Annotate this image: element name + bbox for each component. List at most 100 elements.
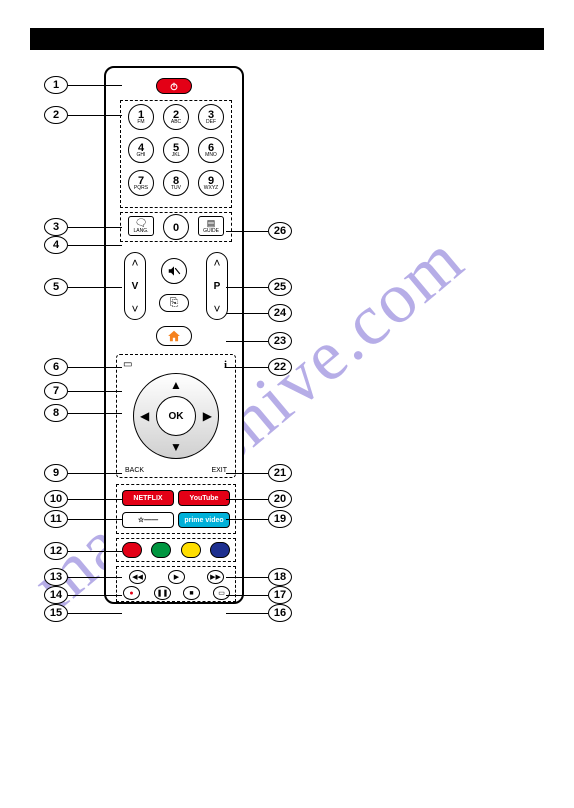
callout-8: 8 xyxy=(44,404,68,422)
callout-12: 12 xyxy=(44,542,68,560)
left-arrow-icon[interactable]: ◀ xyxy=(140,409,149,423)
playback-panel: ◀◀ ▶ ▶▶ ● ❚❚ ■ ▭ xyxy=(116,566,236,602)
home-button[interactable] xyxy=(156,326,192,346)
prime-label: prime video xyxy=(184,517,223,524)
callout-21: 21 xyxy=(268,464,292,482)
green-button[interactable] xyxy=(151,542,171,558)
text-button[interactable]: ▭ xyxy=(213,586,230,600)
exit-label[interactable]: EXIT xyxy=(211,467,227,474)
home-icon xyxy=(167,329,181,343)
num-1-button[interactable]: 1FM xyxy=(128,104,154,130)
stop-button[interactable]: ■ xyxy=(183,586,200,600)
guide-label: GUIDE xyxy=(203,229,219,234)
netflix-label: NETFLIX xyxy=(133,495,162,502)
callout-23: 23 xyxy=(268,332,292,350)
callout-4: 4 xyxy=(44,236,68,254)
callout-line-16 xyxy=(226,613,268,614)
standby-button[interactable] xyxy=(156,78,192,94)
callout-line-13 xyxy=(68,577,122,578)
mybutton-button[interactable]: ☆—— xyxy=(122,512,174,528)
callout-22: 22 xyxy=(268,358,292,376)
stop-icon: ■ xyxy=(189,590,193,597)
blue-button[interactable] xyxy=(210,542,230,558)
num-9-button[interactable]: 9WXYZ xyxy=(198,170,224,196)
callout-line-21 xyxy=(226,473,268,474)
callout-line-6 xyxy=(68,367,122,368)
color-panel xyxy=(116,538,236,562)
info-icon[interactable]: i xyxy=(224,359,227,371)
yellow-button[interactable] xyxy=(181,542,201,558)
play-button[interactable]: ▶ xyxy=(168,570,185,584)
youtube-button[interactable]: YouTube xyxy=(178,490,230,506)
ok-label: OK xyxy=(169,411,184,422)
num-2-sub: ABC xyxy=(171,120,181,125)
record-button[interactable]: ● xyxy=(123,586,140,600)
callout-line-12 xyxy=(68,551,122,552)
right-arrow-icon[interactable]: ▶ xyxy=(203,409,212,423)
callout-25: 25 xyxy=(268,278,292,296)
num-8-sub: TUV xyxy=(171,186,181,191)
source-icon: ⎘ xyxy=(170,297,179,310)
vol-label: V xyxy=(132,281,139,292)
rewind-button[interactable]: ◀◀ xyxy=(129,570,146,584)
back-label[interactable]: BACK xyxy=(125,467,144,474)
num-6-sub: MNO xyxy=(205,153,217,158)
red-button[interactable] xyxy=(122,542,142,558)
volume-rocker[interactable]: ˄ V ˅ xyxy=(124,252,146,320)
down-arrow-icon[interactable]: ▼ xyxy=(170,440,182,454)
callout-line-1 xyxy=(68,85,122,86)
mute-icon xyxy=(167,264,181,278)
up-arrow-icon[interactable]: ▲ xyxy=(170,378,182,392)
callout-15: 15 xyxy=(44,604,68,622)
num-7-button[interactable]: 7PQRS xyxy=(128,170,154,196)
num-6-button[interactable]: 6MNO xyxy=(198,137,224,163)
num-8-button[interactable]: 8TUV xyxy=(163,170,189,196)
num-2-button[interactable]: 2ABC xyxy=(163,104,189,130)
pause-button[interactable]: ❚❚ xyxy=(154,586,171,600)
callout-5: 5 xyxy=(44,278,68,296)
callout-14: 14 xyxy=(44,586,68,604)
record-icon: ● xyxy=(129,590,133,597)
dpad-ring[interactable]: ▲ ▼ ◀ ▶ OK xyxy=(133,373,219,459)
play-icon: ▶ xyxy=(174,573,179,581)
mute-button[interactable] xyxy=(161,258,187,284)
callout-line-24 xyxy=(226,313,268,314)
callout-line-20 xyxy=(226,499,268,500)
prime-button[interactable]: prime video xyxy=(178,512,230,528)
callout-line-19 xyxy=(226,519,268,520)
num-3-button[interactable]: 3DEF xyxy=(198,104,224,130)
callout-line-22 xyxy=(226,367,268,368)
num-5-button[interactable]: 5JKL xyxy=(163,137,189,163)
media-browser-icon[interactable]: ▭ xyxy=(123,359,132,370)
callout-1: 1 xyxy=(44,76,68,94)
callout-line-7 xyxy=(68,391,122,392)
callout-6: 6 xyxy=(44,358,68,376)
callout-11: 11 xyxy=(44,510,68,528)
callout-line-5 xyxy=(68,287,122,288)
source-button[interactable]: ⎘ xyxy=(159,294,189,312)
forward-button[interactable]: ▶▶ xyxy=(207,570,224,584)
ok-button[interactable]: OK xyxy=(156,396,196,436)
guide-button[interactable]: ▤ GUIDE xyxy=(198,216,224,236)
num-4-button[interactable]: 4GHI xyxy=(128,137,154,163)
num-4-sub: GHI xyxy=(137,153,146,158)
callout-line-11 xyxy=(68,519,122,520)
callout-26: 26 xyxy=(268,222,292,240)
programme-rocker[interactable]: ˄ P ˅ xyxy=(206,252,228,320)
callout-line-14 xyxy=(68,595,122,596)
callout-24: 24 xyxy=(268,304,292,322)
lang-button[interactable]: 🗨 LANG. xyxy=(128,216,154,236)
callout-7: 7 xyxy=(44,382,68,400)
dpad-panel: ▭ i ▲ ▼ ◀ ▶ OK BACK EXIT xyxy=(116,354,236,478)
num-0-button[interactable]: 0 xyxy=(163,214,189,240)
num-7-sub: PQRS xyxy=(134,186,148,191)
callout-13: 13 xyxy=(44,568,68,586)
power-icon xyxy=(169,81,179,91)
num-3-sub: DEF xyxy=(206,120,216,125)
callout-line-23 xyxy=(226,341,268,342)
netflix-button[interactable]: NETFLIX xyxy=(122,490,174,506)
header-bar xyxy=(30,28,544,50)
prog-down-icon: ˅ xyxy=(213,303,220,315)
num-0: 0 xyxy=(173,222,179,234)
callout-line-3 xyxy=(68,227,122,228)
